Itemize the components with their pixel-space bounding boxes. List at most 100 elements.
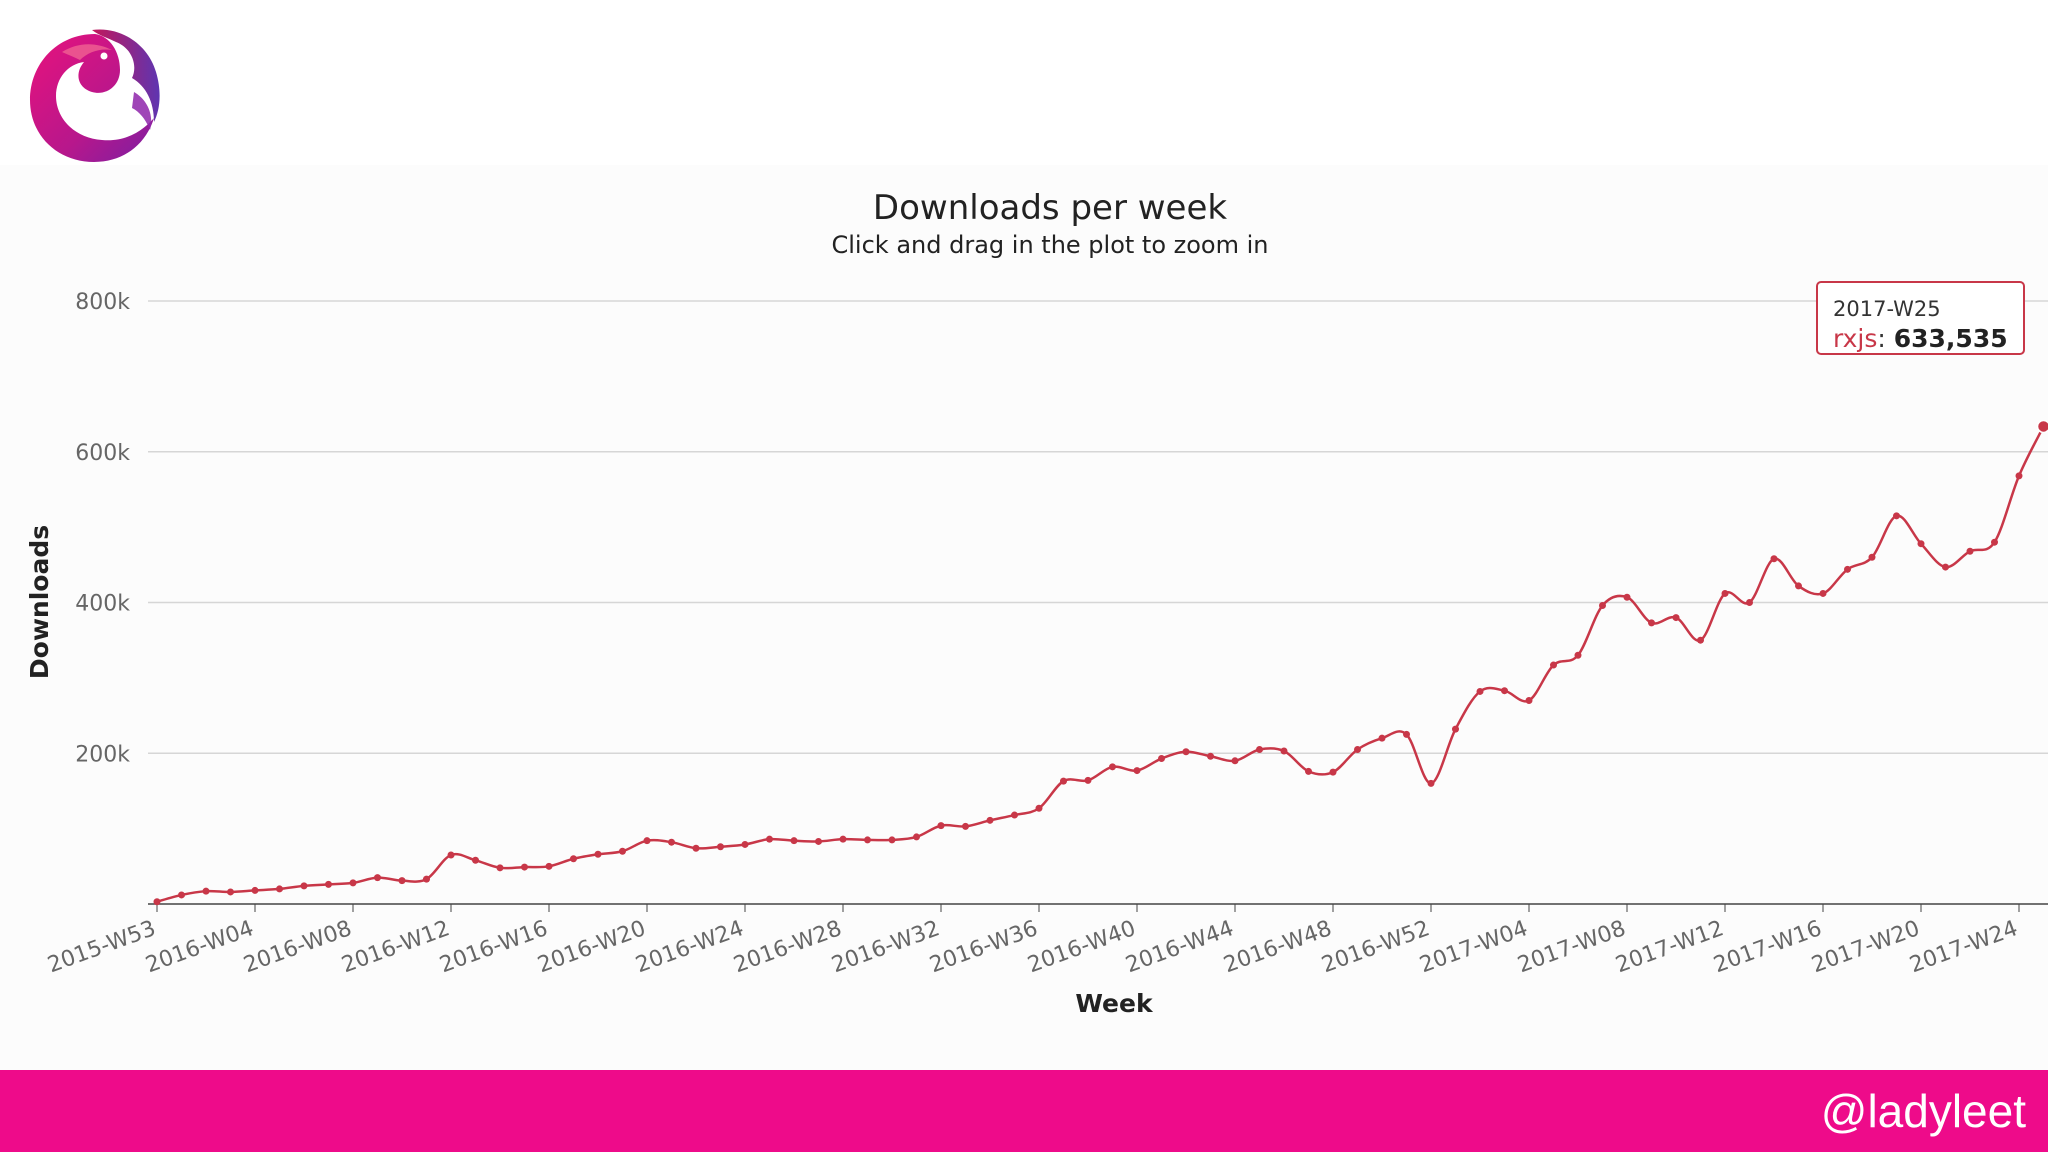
data-point[interactable]: [692, 844, 700, 852]
data-point[interactable]: [1109, 763, 1116, 771]
x-axis-title: Week: [1075, 989, 1154, 1018]
data-point[interactable]: [717, 843, 724, 851]
data-point[interactable]: [1476, 687, 1484, 695]
data-point[interactable]: [815, 837, 822, 845]
data-point[interactable]: [2015, 472, 2023, 480]
data-point[interactable]: [1403, 730, 1410, 738]
data-point[interactable]: [472, 856, 479, 864]
data-point[interactable]: [447, 851, 455, 859]
data-point[interactable]: [888, 836, 896, 844]
tooltip: 2017-W25 rxjs: 633,535: [1816, 281, 2025, 355]
data-point[interactable]: [1256, 745, 1263, 753]
chart-subtitle: Click and drag in the plot to zoom in: [832, 231, 1269, 259]
data-point[interactable]: [790, 837, 798, 845]
data-point[interactable]: [1966, 547, 1974, 555]
data-point[interactable]: [1158, 755, 1165, 763]
data-point[interactable]: [839, 835, 847, 843]
y-tick-label: 400k: [75, 592, 130, 617]
series-line: [156, 425, 2045, 903]
data-point[interactable]: [1868, 553, 1876, 561]
data-point[interactable]: [1917, 540, 1925, 548]
data-point[interactable]: [1133, 767, 1141, 775]
data-point[interactable]: [423, 875, 430, 883]
downloads-chart[interactable]: Downloads per week Click and drag in the…: [0, 165, 2048, 1070]
data-point[interactable]: [300, 882, 308, 890]
data-point[interactable]: [325, 880, 332, 888]
data-point[interactable]: [178, 891, 185, 899]
data-point[interactable]: [570, 855, 577, 863]
data-point[interactable]: [1795, 582, 1802, 590]
data-point[interactable]: [227, 888, 234, 896]
twitter-handle: @ladyleet: [1820, 1085, 2026, 1137]
data-point[interactable]: [1329, 768, 1337, 776]
data-point[interactable]: [1991, 538, 1998, 546]
data-point[interactable]: [937, 822, 945, 830]
x-tick-label: 2017-W08: [1515, 916, 1630, 978]
data-point[interactable]: [1207, 752, 1214, 760]
data-point[interactable]: [766, 835, 773, 843]
data-point[interactable]: [1599, 602, 1606, 610]
data-point[interactable]: [594, 850, 602, 858]
data-point[interactable]: [1035, 804, 1043, 812]
data-point[interactable]: [1893, 512, 1900, 520]
data-point[interactable]: [1525, 696, 1533, 704]
x-axis-ticks: 2015-W532016-W042016-W082016-W122016-W16…: [45, 904, 2021, 978]
data-point[interactable]: [398, 877, 406, 885]
data-point[interactable]: [1697, 636, 1704, 644]
data-point[interactable]: [1378, 734, 1386, 742]
data-point[interactable]: [202, 887, 210, 895]
data-point[interactable]: [153, 898, 161, 906]
x-tick-label: 2016-W04: [143, 916, 258, 978]
chart-panel: Downloads per week Click and drag in the…: [0, 165, 2048, 1070]
data-point[interactable]: [1011, 811, 1018, 819]
x-tick-label: 2016-W40: [1025, 916, 1140, 978]
data-point[interactable]: [1746, 599, 1753, 606]
data-point[interactable]: [1942, 563, 1949, 571]
data-point[interactable]: [1452, 725, 1459, 733]
data-point[interactable]: [1770, 555, 1778, 563]
y-tick-label: 200k: [75, 742, 130, 767]
data-point[interactable]: [1280, 747, 1288, 755]
tooltip-line: rxjs: 633,535: [1833, 324, 2008, 353]
data-point[interactable]: [1354, 745, 1361, 753]
tooltip-week: 2017-W25: [1833, 297, 1941, 321]
data-point[interactable]: [1231, 757, 1239, 765]
data-point[interactable]: [1182, 748, 1190, 756]
data-point[interactable]: [1623, 593, 1631, 601]
data-point[interactable]: [962, 822, 969, 830]
data-point[interactable]: [668, 838, 675, 846]
data-point[interactable]: [251, 886, 259, 894]
data-point[interactable]: [1844, 565, 1851, 573]
data-point[interactable]: [1060, 777, 1067, 785]
data-point[interactable]: [374, 874, 381, 882]
data-point[interactable]: [1427, 779, 1435, 787]
data-point[interactable]: [1648, 619, 1655, 627]
x-tick-label: 2016-W48: [1221, 916, 1336, 978]
data-point[interactable]: [1501, 687, 1508, 695]
data-point[interactable]: [1574, 651, 1582, 659]
data-point[interactable]: [741, 840, 749, 848]
data-point[interactable]: [1819, 589, 1827, 597]
x-tick-label: 2017-W20: [1809, 916, 1924, 978]
data-point[interactable]: [913, 833, 920, 841]
data-point[interactable]: [1550, 661, 1557, 669]
x-tick-label: 2016-W08: [241, 916, 356, 978]
data-point[interactable]: [1672, 614, 1680, 622]
data-point[interactable]: [619, 847, 626, 855]
data-point[interactable]: [986, 816, 994, 824]
x-tick-label: 2016-W12: [339, 916, 454, 978]
data-point[interactable]: [496, 864, 504, 872]
data-point[interactable]: [1084, 776, 1092, 784]
data-point[interactable]: [1305, 767, 1312, 775]
y-tick-label: 800k: [75, 290, 130, 315]
data-point[interactable]: [545, 862, 553, 870]
x-tick-label: 2015-W53: [45, 916, 160, 978]
data-point[interactable]: [864, 836, 871, 844]
x-tick-label: 2016-W16: [437, 916, 552, 978]
data-point[interactable]: [643, 837, 651, 845]
data-point[interactable]: [349, 879, 357, 887]
data-point-highlighted[interactable]: [2036, 419, 2048, 434]
data-point[interactable]: [1721, 589, 1729, 597]
data-point[interactable]: [521, 863, 528, 871]
data-point[interactable]: [276, 885, 283, 893]
